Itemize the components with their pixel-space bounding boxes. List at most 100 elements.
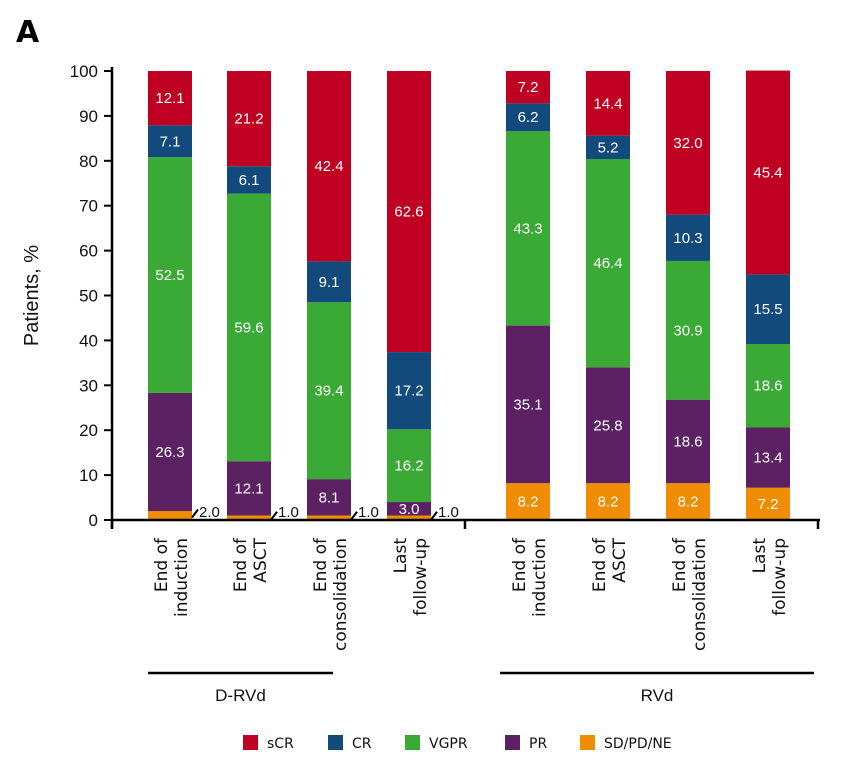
- bar-segment-cr: [666, 214, 710, 261]
- data-label: 10.3: [673, 230, 702, 247]
- bar-segment-cr: [148, 125, 192, 158]
- y-tick-label: 70: [79, 197, 98, 216]
- data-label: 32.0: [673, 135, 702, 152]
- data-label: 15.5: [753, 301, 782, 318]
- bar-stack: 1.0 12.1 59.6 6.1 21.2: [227, 71, 299, 521]
- data-label: 7.2: [518, 79, 539, 96]
- data-label: 43.3: [513, 220, 542, 237]
- bar-segment-cr: [506, 103, 550, 132]
- data-label: 62.6: [394, 204, 423, 221]
- bar-segment-pr: [148, 392, 192, 512]
- data-label: 2.0: [199, 504, 220, 521]
- data-label: 35.1: [513, 396, 542, 413]
- data-label: 25.8: [593, 417, 622, 434]
- bar-segment-cr: [227, 166, 271, 194]
- data-label: 59.6: [234, 319, 263, 336]
- data-label: 42.4: [314, 158, 343, 175]
- data-label: 6.1: [239, 172, 260, 189]
- data-label: 1.0: [438, 504, 459, 521]
- category-label-line: Last: [750, 538, 770, 574]
- leader-line: [270, 511, 278, 521]
- legend-label: VGPR: [429, 736, 468, 752]
- data-label: 12.1: [234, 480, 263, 497]
- bars: 2.0 26.3 52.5 7.1 12.1 1.0 12.1 59.6 6.1 21.2 1.0 8…: [148, 70, 790, 521]
- bar-segment-scr: [227, 71, 271, 167]
- legend-label: sCR: [267, 736, 294, 752]
- data-label: 17.2: [394, 383, 423, 400]
- y-tick-label: 30: [79, 376, 98, 395]
- bar-stack: 8.2 18.6 30.9 10.3 32.0: [666, 71, 710, 520]
- category-label-line: End of: [152, 537, 172, 592]
- legend-label: PR: [529, 736, 547, 752]
- legend-label: CR: [352, 736, 372, 752]
- data-label: 18.6: [673, 433, 702, 450]
- data-label: 8.2: [678, 494, 699, 511]
- category-label: Lastfollow-up: [391, 538, 431, 616]
- bar-segment-sd-pd-ne: [307, 515, 351, 520]
- legend-item: sCR: [243, 735, 294, 752]
- data-label: 7.1: [160, 133, 181, 150]
- group-label: RVd: [641, 686, 674, 705]
- leader-line: [191, 508, 199, 519]
- category-label-line: ASCT: [251, 537, 271, 582]
- data-label: 8.1: [319, 489, 340, 506]
- y-tick-label: 80: [79, 152, 98, 171]
- category-label-line: End of: [311, 537, 331, 592]
- bar-stack: 1.0 8.1 39.4 9.1 42.4: [307, 71, 379, 521]
- bar-segment-vgpr: [506, 131, 550, 326]
- bar-segment-pr: [506, 325, 550, 484]
- y-tick-label: 50: [79, 287, 98, 306]
- y-axis: 0 10 20 30 40 50 60 70 80 90 100: [70, 62, 114, 530]
- data-label: 21.2: [234, 111, 263, 128]
- bar-segment-cr: [307, 261, 351, 303]
- y-tick-label: 10: [79, 466, 98, 485]
- group-brackets: D-RVd RVd: [148, 671, 814, 705]
- y-tick-label: 40: [79, 331, 98, 350]
- bar-segment-vgpr: [387, 429, 431, 503]
- category-label-line: induction: [530, 538, 550, 617]
- bar-segment-cr: [586, 135, 630, 160]
- bar-segment-sd-pd-ne: [387, 515, 431, 520]
- leader-line: [430, 511, 438, 521]
- bar-segment-vgpr: [586, 159, 630, 368]
- legend-item: VGPR: [405, 735, 468, 752]
- legend-swatch: [328, 735, 343, 750]
- bar-segment-scr: [307, 71, 351, 262]
- bar-stack: 8.2 25.8 46.4 5.2 14.4: [586, 71, 630, 520]
- category-label-line: End of: [510, 537, 530, 592]
- bar-segment-pr: [746, 427, 790, 488]
- data-label: 1.0: [358, 504, 379, 521]
- bar-segment-pr: [586, 367, 630, 484]
- bar-segment-sd-pd-ne: [586, 483, 630, 520]
- bar-segment-vgpr: [307, 302, 351, 480]
- data-label: 18.6: [753, 378, 782, 395]
- y-axis-title: Patients, %: [21, 245, 43, 346]
- category-labels: End ofinduction End ofASCT End ofconsolida…: [152, 537, 790, 651]
- data-label: 46.4: [593, 255, 622, 272]
- bar-segment-vgpr: [148, 157, 192, 393]
- data-label: 26.3: [155, 444, 184, 461]
- group-label: D-RVd: [215, 686, 266, 705]
- legend-label: SD/PD/NE: [604, 736, 672, 752]
- bar-segment-pr: [227, 461, 271, 516]
- category-label-line: consolidation: [690, 538, 710, 651]
- category-label: End ofinduction: [510, 537, 550, 617]
- data-label: 39.4: [314, 383, 343, 400]
- bar-segment-sd-pd-ne: [506, 483, 550, 520]
- panel-label: A: [16, 15, 40, 50]
- category-label-line: End of: [590, 537, 610, 592]
- data-label: 7.2: [758, 496, 779, 513]
- bar-segment-vgpr: [746, 343, 790, 428]
- data-label: 8.2: [518, 494, 539, 511]
- legend: sCR CR VGPR PR SD/PD/NE: [243, 735, 672, 752]
- y-tick-label: 100: [70, 62, 98, 81]
- bar-segment-cr: [387, 352, 431, 430]
- category-label-line: follow-up: [770, 538, 790, 616]
- legend-item: SD/PD/NE: [580, 735, 672, 752]
- data-label: 6.2: [518, 109, 539, 126]
- bar-segment-scr: [586, 71, 630, 136]
- y-tick-label: 20: [79, 421, 98, 440]
- bar-segment-sd-pd-ne: [148, 511, 192, 520]
- bar-segment-scr: [148, 71, 192, 126]
- data-label: 5.2: [598, 139, 619, 156]
